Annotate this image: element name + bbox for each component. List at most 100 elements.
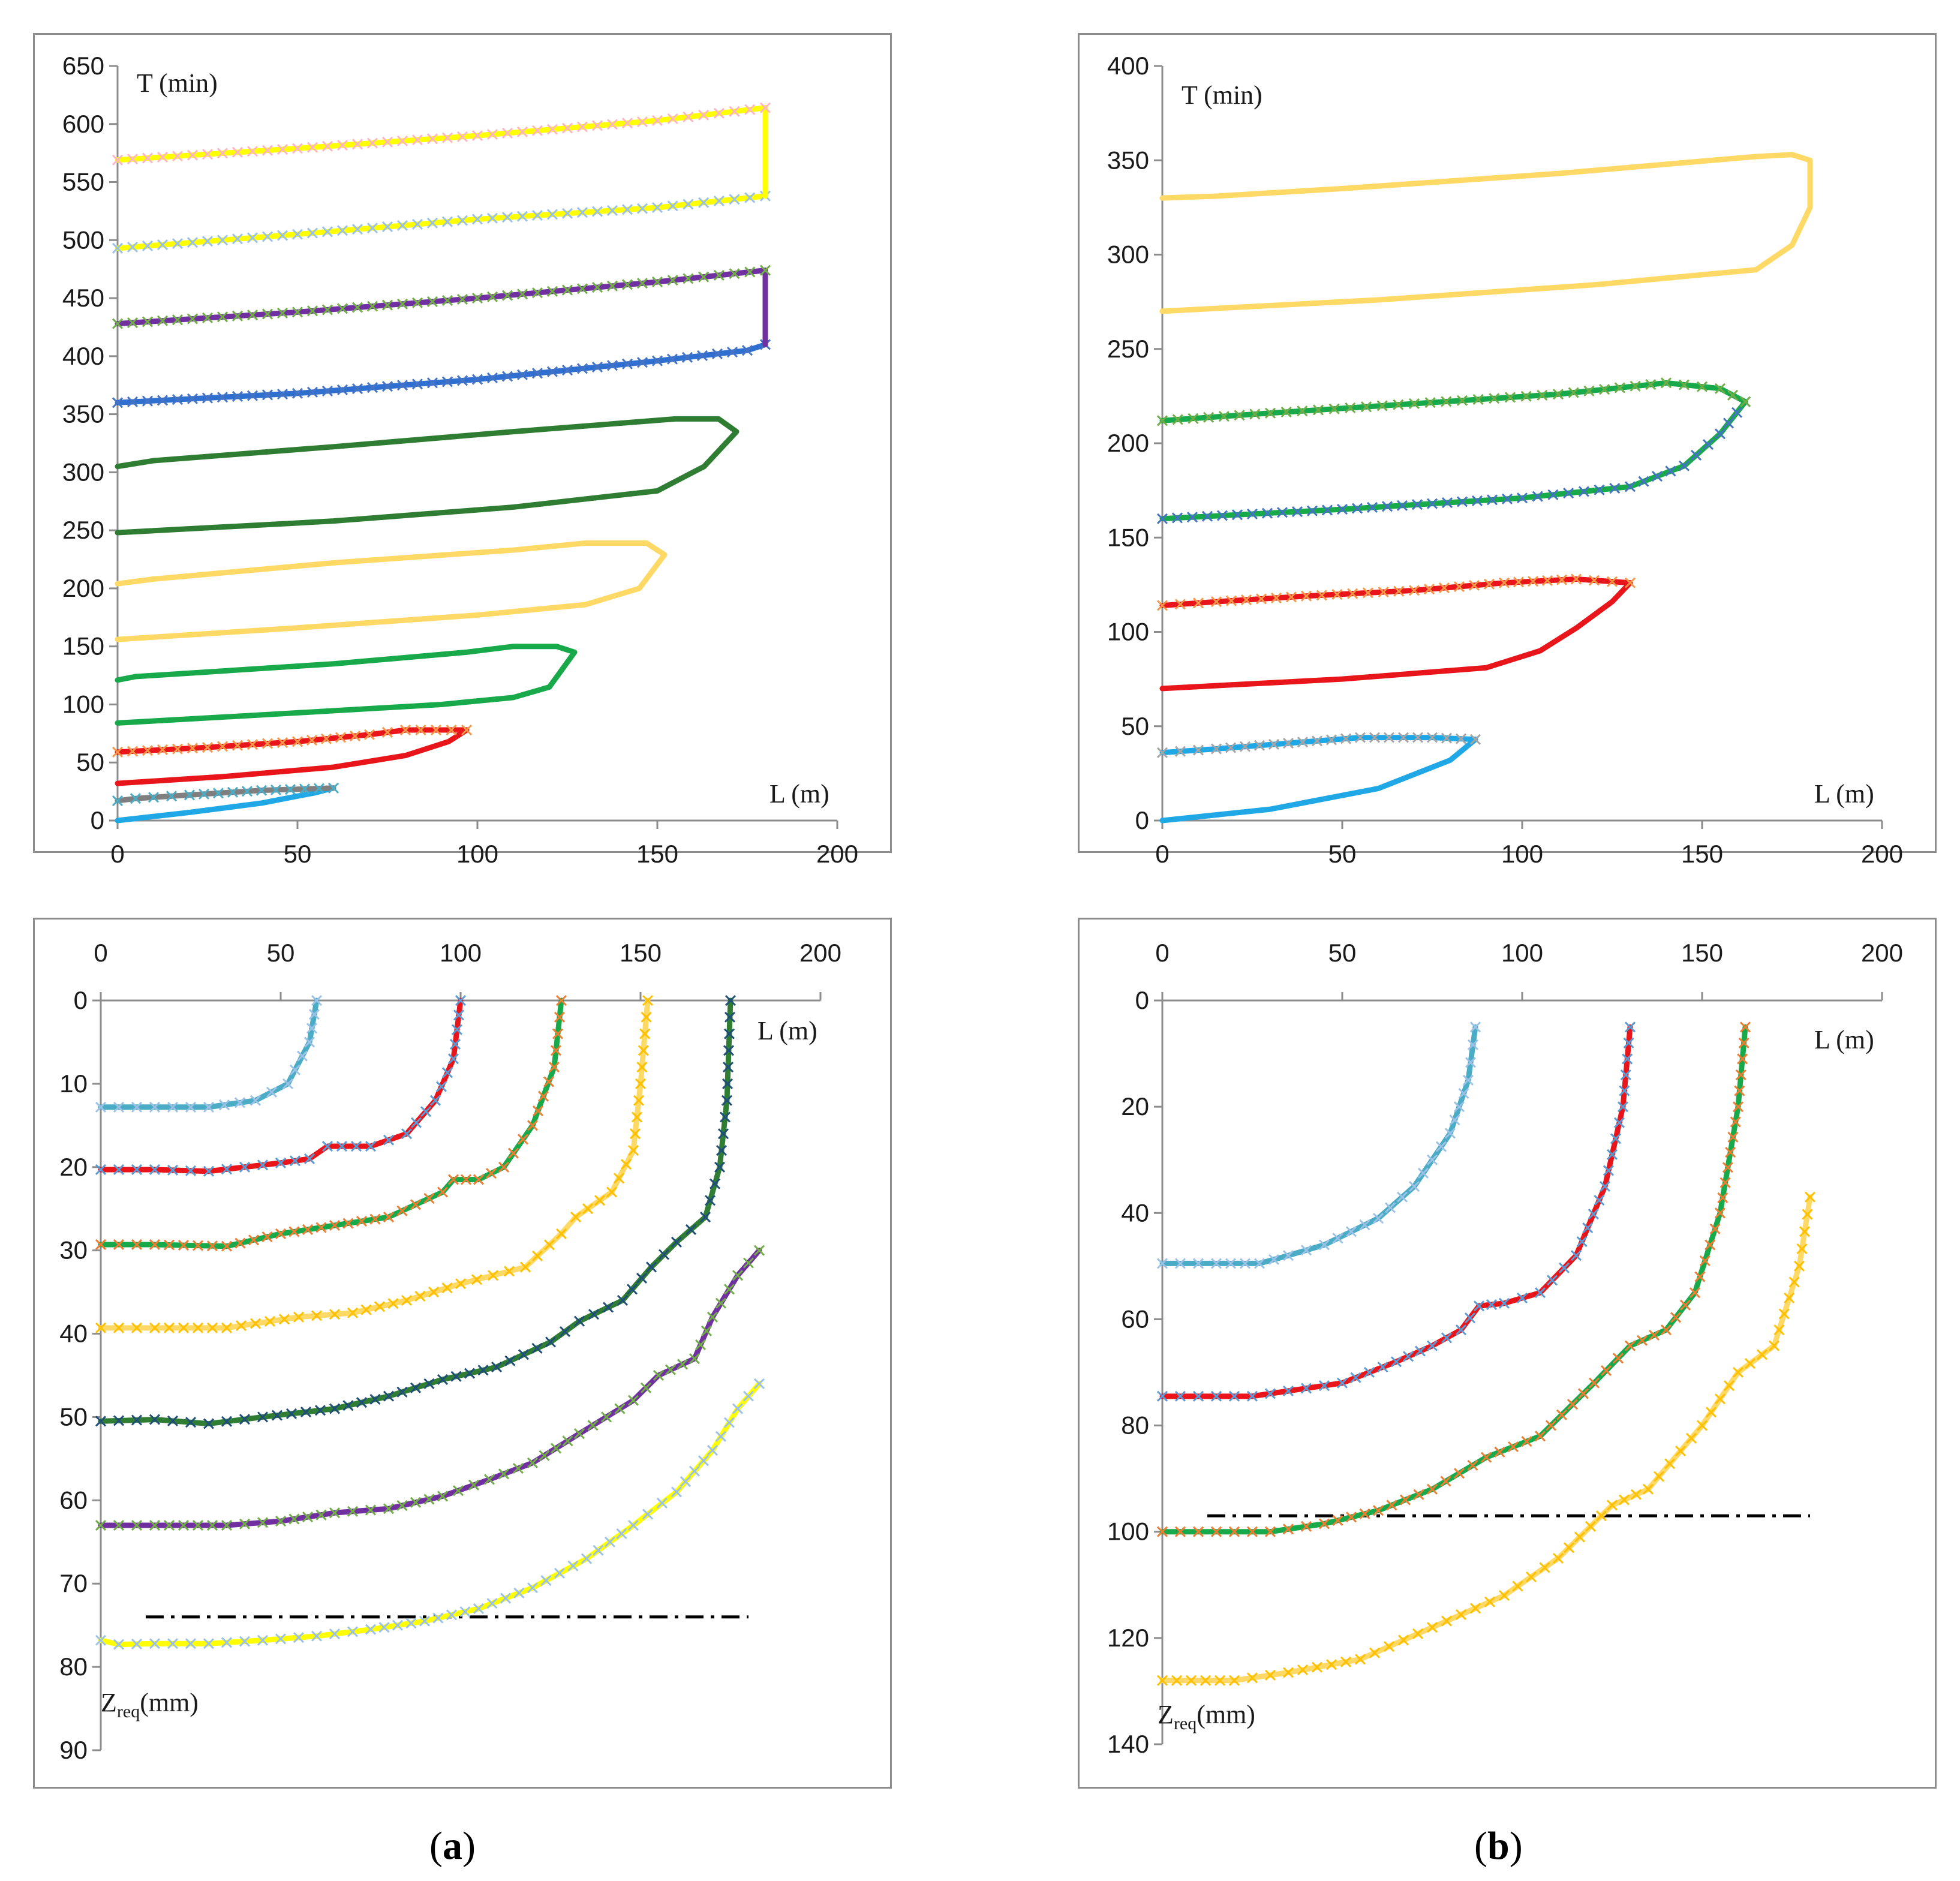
a-top-series-c2r-marker (349, 731, 361, 742)
b-bot-y-tick-label-100: 100 (1107, 1518, 1149, 1546)
a-bot-series-z4-marker (503, 1266, 515, 1277)
b-top-series-d2r-marker (1192, 597, 1204, 609)
a-bot-series-z6-marker (723, 1284, 735, 1295)
b-bot-series-w2-marker (1228, 1390, 1240, 1402)
a-bot-series-z3-marker (447, 1174, 459, 1185)
b-top-y-tick-label-50: 50 (1121, 712, 1149, 740)
b-bot-series-w1-marker (1225, 1258, 1237, 1269)
a-top-series-c6-marker (187, 393, 199, 404)
a-bot-series-z1-marker (203, 1101, 215, 1113)
a-top-x-tick-label-200: 200 (816, 840, 858, 868)
a-top-series-c7r-marker (396, 135, 408, 147)
a-bot-series-z7-marker (347, 1626, 359, 1637)
a-top-x-tick-label-150: 150 (636, 840, 678, 868)
a-top-series-c6r-marker (591, 281, 603, 293)
b-bot-series-w3-marker (1556, 1409, 1568, 1420)
b-bot-series-w4-marker (1354, 1654, 1366, 1665)
a-bot-series-z3-marker (383, 1212, 395, 1223)
a-bot-series-z3-marker (235, 1237, 246, 1249)
a-bot-series-z7-marker (446, 1609, 458, 1621)
b-top-series-d3r-marker (1472, 393, 1484, 405)
b-top-x-axis-title: L (m) (1814, 779, 1874, 809)
a-bot-series-z7-marker (616, 1528, 627, 1539)
b-top-series-d1r-marker (1282, 737, 1294, 749)
b-top-series-d2r-marker (1513, 576, 1525, 588)
b-top-series-d1r-marker (1174, 746, 1186, 757)
a-top-series-c6r-marker (336, 303, 348, 314)
b-bot-series-w3-marker (1372, 1505, 1384, 1516)
a-bot-series-z7-marker (293, 1631, 305, 1643)
a-bot-series-z6-marker (452, 1485, 464, 1497)
a-top-series-c7r-marker (591, 120, 603, 131)
a-top-series-c6-marker (621, 358, 633, 369)
a-top-series-c6r-marker (261, 308, 273, 320)
a-top-series-c1r-marker (148, 792, 160, 803)
a-top-series-c2r-marker (446, 724, 457, 736)
a-bot-series-z5-marker (518, 1349, 530, 1360)
a-bot-series-z7-marker (486, 1598, 498, 1609)
a-top-series-c1r-marker (184, 789, 196, 801)
a-bot-series-z7-marker (642, 1509, 654, 1520)
b-top-series-d3r-marker (1678, 379, 1690, 390)
a-bot-series-z6-marker (640, 1382, 652, 1393)
a-bot-series-z5-marker (716, 1144, 728, 1156)
a-bot-series-z6-marker (614, 1403, 626, 1414)
b-bot-series-w3-marker (1174, 1526, 1186, 1537)
b-bot-series-w1-marker (1396, 1191, 1408, 1203)
b-top-series-d3-marker (1638, 476, 1649, 487)
b-bot-series-w4-marker (1685, 1432, 1697, 1444)
a-bot-series-z2-marker (455, 994, 467, 1006)
b-bot-series-w3-marker (1480, 1452, 1492, 1463)
b-bot-series-w2-marker (1619, 1085, 1630, 1096)
b-top-series-d2r-marker (1393, 585, 1405, 597)
b-bot-series-w3-marker (1507, 1441, 1519, 1453)
a-top-series-c7r-marker (456, 131, 468, 142)
a-top-series-c2r-marker (142, 745, 154, 756)
b-bot-y-tick-label-40: 40 (1121, 1198, 1149, 1227)
a-bot-series-z4-marker (638, 1045, 649, 1056)
b-top-y-tick-label-400: 400 (1107, 52, 1149, 80)
b-bot-series-w2-marker (1617, 1101, 1629, 1113)
b-bot-series-w3-marker (1228, 1526, 1240, 1537)
a-bot-series-z4-marker (543, 1239, 555, 1251)
a-bot-series-z3-marker (178, 1239, 190, 1251)
a-bot-series-z5-marker (437, 1374, 449, 1386)
a-top-series-c7r-marker (759, 102, 771, 113)
b-bot-series-w2-marker (1363, 1366, 1375, 1378)
b-bot-series-w3-marker (1734, 1085, 1745, 1096)
a-bot-series-z3-marker (460, 1174, 472, 1185)
a-top-series-c7r-marker (516, 126, 528, 137)
a-top-series-c6r-marker (531, 287, 543, 299)
a-bot-series-z4-marker (329, 1309, 341, 1320)
a-bot-series-z4-marker (428, 1287, 440, 1298)
a-bot-series-z4-marker (455, 1278, 467, 1290)
a-top-series-c7r-marker (411, 134, 423, 146)
a-top-series-c6 (115, 341, 768, 405)
b-top-series-d1r-marker (1192, 744, 1204, 756)
b-bot-series-w3-marker (1636, 1335, 1648, 1346)
b-bot-series-w3-marker (1600, 1365, 1612, 1377)
b-bot-series-w4-marker (1246, 1672, 1258, 1684)
a-top-series-c7r-marker (486, 128, 498, 140)
a-bot-series-z4-marker (249, 1318, 261, 1329)
b-bot-series-w1-marker (1300, 1245, 1312, 1256)
b-bot-series-w2-marker (1624, 1021, 1636, 1033)
b-bot-y-tick-label-0: 0 (1135, 986, 1149, 1014)
b-top-series-d2r-marker (1408, 585, 1420, 596)
a-top-series-c2r-marker (127, 746, 139, 757)
b-top-series-d3r-marker (1714, 383, 1726, 394)
b-top-series-d1r-marker (1412, 732, 1424, 743)
a-bot-series-z4-marker (639, 1028, 651, 1039)
b-bot-series-w2-marker (1390, 1356, 1402, 1368)
a-bot-series-z7-marker (581, 1553, 593, 1564)
a-bot-series-z7-marker (753, 1378, 765, 1389)
a-bot-series-z6-marker (468, 1479, 480, 1491)
b-bot-series-w1-marker (1253, 1258, 1265, 1269)
b-bot-series-w1-marker (1465, 1057, 1477, 1068)
b-bot-series-w2-marker (1350, 1372, 1361, 1383)
a-top-series-c7-marker (516, 211, 528, 222)
a-bot-series-z6-marker (587, 1420, 599, 1431)
b-bot-x-tick-label-0: 0 (1155, 939, 1169, 967)
b-top-series-d3r-marker (1520, 390, 1532, 402)
a-top-series-c1r-marker (313, 783, 325, 794)
